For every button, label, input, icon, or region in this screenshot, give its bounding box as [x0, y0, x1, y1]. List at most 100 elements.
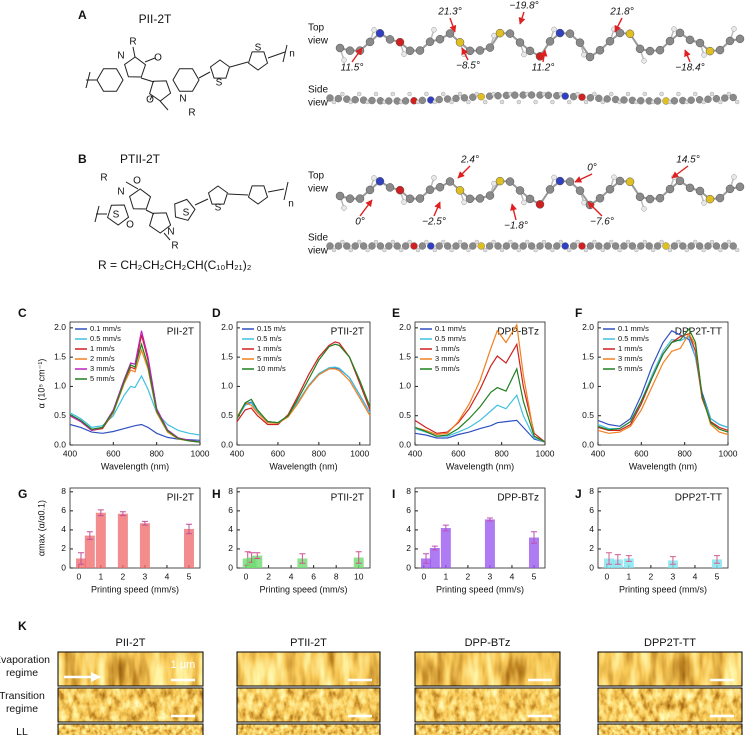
chart-title: PII-2T [167, 493, 194, 504]
bond [282, 44, 288, 63]
chart-title: PII-2T [167, 327, 194, 338]
atom [675, 176, 685, 186]
atom [583, 247, 589, 253]
x-tick-label: 5 [532, 571, 537, 581]
atom [465, 46, 475, 56]
atom [449, 99, 454, 105]
atom [357, 239, 362, 245]
atom [611, 242, 620, 250]
atom [667, 247, 673, 253]
legend-label: 0.5 mm/s [618, 334, 649, 343]
angle-arrow [684, 49, 691, 63]
angle-label: −7.6° [590, 217, 614, 228]
atom [605, 36, 615, 46]
y-axis-label: αmax (α/α0.1) [36, 500, 46, 556]
atom [348, 247, 353, 253]
atom [499, 247, 505, 253]
error-bar [614, 554, 621, 565]
ring [129, 188, 152, 210]
angle-label: −1.8° [504, 221, 528, 232]
atom [483, 247, 488, 253]
atom [679, 242, 687, 250]
ring [247, 51, 269, 71]
atom [550, 99, 555, 105]
atom [326, 242, 334, 250]
x-tick-label: 3 [488, 571, 493, 581]
plot-frame [597, 487, 729, 569]
atom [432, 247, 437, 253]
atom [561, 92, 569, 100]
atom [704, 95, 712, 103]
atom [721, 94, 729, 102]
panel-label: H [212, 487, 221, 501]
atom [659, 239, 664, 245]
atom [376, 242, 385, 250]
y-tick-label: 4 [589, 524, 594, 534]
atom [495, 176, 505, 186]
y-tick-label: 2 [228, 543, 233, 553]
atom [393, 242, 401, 250]
bar [528, 537, 539, 568]
atom [545, 185, 555, 194]
atom [533, 247, 538, 253]
atom [373, 239, 379, 245]
atom-label: N [179, 94, 186, 105]
bond [132, 46, 136, 58]
atom [735, 99, 740, 105]
atom [695, 186, 705, 196]
atom [617, 247, 622, 253]
atom [502, 242, 511, 250]
atom [452, 242, 460, 250]
atom [418, 242, 427, 250]
atom [592, 239, 597, 245]
afm-border [414, 651, 561, 687]
atom [415, 194, 425, 203]
atom [385, 183, 395, 192]
x-tick-label: 0 [244, 571, 249, 581]
x-tick-label: 0 [604, 571, 609, 581]
atom [705, 46, 715, 56]
atom [465, 194, 475, 204]
atom [334, 94, 343, 103]
y-tick-label: 0.0 [221, 439, 233, 449]
angle-arrow [359, 199, 373, 217]
y-tick-label: 4 [228, 524, 233, 534]
error-bar [141, 520, 148, 526]
atom [494, 92, 502, 100]
y-tick-label: 1.5 [54, 351, 66, 361]
atom [555, 176, 565, 186]
atom [653, 242, 662, 250]
molecule-name: PII-2T [139, 12, 172, 26]
bond [94, 205, 100, 223]
angle-label: 0° [355, 217, 365, 228]
atom [466, 247, 471, 253]
atom [499, 99, 505, 105]
atom [551, 174, 557, 181]
atom [334, 242, 343, 250]
atom [603, 242, 611, 250]
atom [575, 91, 580, 97]
spectrum-line [69, 330, 201, 443]
atom [341, 205, 347, 211]
atom [443, 242, 452, 250]
atom [569, 92, 578, 101]
bar [440, 528, 451, 568]
atom [491, 239, 496, 245]
atom [625, 177, 635, 187]
bond [144, 57, 156, 63]
afm-border [236, 651, 381, 687]
atom [415, 46, 425, 55]
panel-label: J [575, 487, 582, 501]
atom [637, 96, 645, 105]
spectrum-line [414, 342, 546, 443]
atom [424, 91, 429, 97]
atom [525, 194, 535, 204]
atom [685, 35, 695, 45]
x-axis-label: Wavelength (nm) [269, 461, 337, 471]
atom [718, 99, 723, 105]
angle-label: 14.5° [676, 155, 699, 166]
atom-label: O [126, 220, 134, 231]
ring [174, 198, 196, 221]
y-tick-label: 2.0 [221, 322, 233, 332]
atom [460, 242, 469, 250]
